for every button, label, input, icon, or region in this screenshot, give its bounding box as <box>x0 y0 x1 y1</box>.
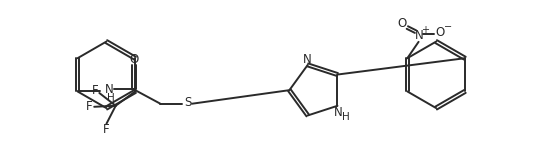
Text: +: + <box>421 25 429 35</box>
Text: N: N <box>415 29 423 42</box>
Text: N: N <box>334 106 343 119</box>
Text: H: H <box>107 93 115 103</box>
Text: F: F <box>86 100 93 113</box>
Text: F: F <box>103 123 110 136</box>
Text: O: O <box>129 53 138 66</box>
Text: N: N <box>105 83 113 96</box>
Text: O: O <box>435 26 445 39</box>
Text: −: − <box>444 21 452 32</box>
Text: F: F <box>92 84 98 97</box>
Text: O: O <box>397 17 407 30</box>
Text: N: N <box>303 53 312 66</box>
Text: S: S <box>184 96 191 109</box>
Text: H: H <box>342 112 350 122</box>
